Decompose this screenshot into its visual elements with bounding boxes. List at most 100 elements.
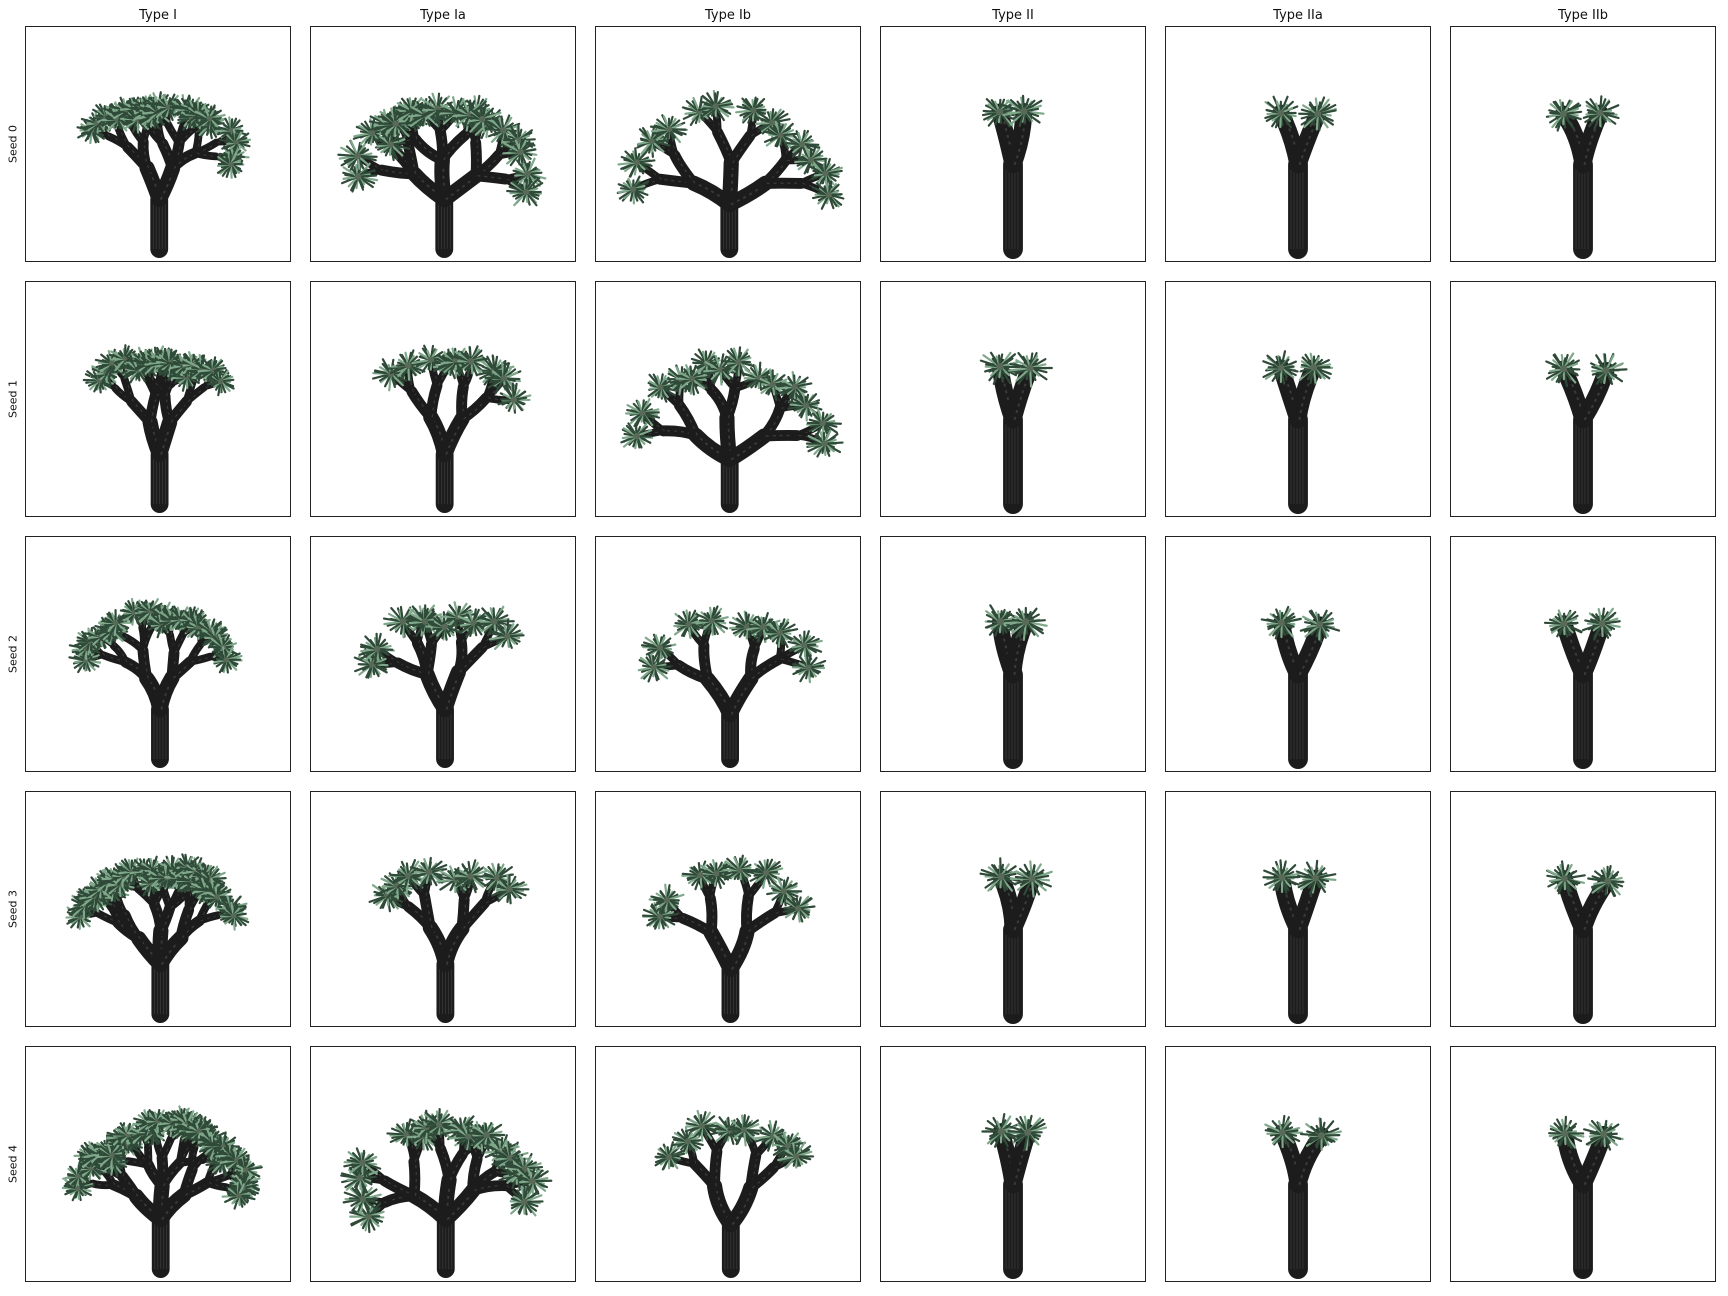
leaf-tuft: [1002, 94, 1045, 127]
tree-panel: [1450, 1046, 1716, 1282]
leaf-tuft: [1587, 865, 1625, 897]
leaf-tuft: [1260, 605, 1302, 640]
leaf-tuft: [1582, 95, 1620, 131]
leaf-tuft: [100, 609, 133, 637]
leaf-tuft: [637, 651, 672, 683]
leaf-tuft: [1299, 609, 1341, 644]
leaf-tuft: [721, 346, 755, 377]
leaf-tuft: [979, 351, 1021, 385]
leaf-tuft: [1008, 351, 1053, 388]
tree: [1543, 607, 1621, 770]
tree: [68, 597, 243, 769]
leaf-tuft: [411, 344, 448, 374]
leaf-tuft: [453, 859, 490, 894]
tree-panel: [880, 1046, 1146, 1282]
tree-illustration: [981, 1113, 1048, 1280]
tree-panel: [880, 791, 1146, 1027]
tree-panel: [1450, 26, 1716, 262]
tree-panel: [1450, 536, 1716, 772]
tree-illustration: [984, 604, 1048, 770]
tree-illustration: [1262, 350, 1334, 515]
tree-panel: [595, 281, 861, 517]
leaf-tuft: [675, 364, 710, 396]
tree-panel: [1165, 26, 1431, 262]
leaf-tuft: [1590, 352, 1628, 385]
tree-panel: [1450, 281, 1716, 517]
leaf-tuft: [703, 353, 739, 386]
leaf-tuft: [488, 618, 525, 650]
tree: [82, 344, 235, 514]
leaf-tuft: [648, 883, 685, 915]
leaf-tuft: [376, 106, 414, 142]
leaf-tuft: [979, 857, 1023, 892]
tree-panel: [1165, 281, 1431, 517]
tree: [65, 853, 250, 1024]
leaf-tuft: [695, 605, 729, 636]
tree-illustration: [1264, 1114, 1342, 1280]
row-label: Seed 2: [6, 635, 20, 673]
leaf-tuft: [388, 349, 427, 382]
tree: [637, 605, 827, 769]
leaf-tuft: [509, 1184, 544, 1217]
leaf-tuft: [490, 874, 530, 905]
tree-panel: [595, 26, 861, 262]
leaf-tuft: [62, 1162, 91, 1190]
leaf-tuft: [193, 104, 226, 133]
leaf-tuft: [794, 145, 828, 175]
leaf-tuft: [763, 120, 799, 150]
leaf-tuft: [647, 373, 679, 403]
leaf-tuft: [673, 609, 708, 640]
tree-panel: [25, 536, 291, 772]
tree-panel: [595, 791, 861, 1027]
tree-panel: [1165, 791, 1431, 1027]
tree-illustration: [1545, 352, 1628, 515]
tree-illustration: [337, 92, 547, 259]
leaf-tuft: [620, 422, 654, 450]
leaf-tuft: [777, 1141, 815, 1169]
leaf-tuft: [681, 95, 712, 127]
tree-illustration: [61, 1105, 263, 1279]
leaf-tuft: [775, 370, 813, 403]
tree: [979, 351, 1053, 515]
column-title: Type IIb: [1558, 8, 1608, 23]
leaf-tuft: [1545, 352, 1581, 388]
tree-illustration: [654, 1109, 815, 1279]
tree-illustration: [620, 346, 844, 514]
tree: [340, 1107, 553, 1279]
tree: [981, 94, 1045, 260]
tree-illustration: [1543, 607, 1621, 770]
leaf-tuft: [726, 1114, 762, 1147]
leaf-tuft: [343, 1147, 382, 1179]
tree: [1545, 95, 1620, 260]
leaf-tuft: [1545, 99, 1583, 132]
leaf-tuft: [625, 398, 661, 428]
tree-panel: [25, 281, 291, 517]
leaf-tuft: [698, 89, 735, 122]
leaf-tuft: [1264, 1114, 1304, 1149]
tree: [1545, 352, 1628, 515]
tree: [641, 854, 816, 1024]
leaf-tuft: [1299, 1117, 1342, 1151]
column-title: Type I: [139, 8, 177, 23]
leaf-tuft: [451, 345, 489, 378]
tree: [1548, 1115, 1624, 1280]
tree-panel: [25, 26, 291, 262]
row-label: Seed 4: [6, 1145, 20, 1183]
leaf-tuft: [811, 180, 845, 210]
row-label: Seed 0: [6, 125, 20, 163]
leaf-tuft: [766, 876, 803, 907]
tree-panel: [310, 281, 576, 517]
tree: [1264, 1114, 1342, 1280]
tree: [1546, 860, 1625, 1025]
leaf-tuft: [754, 108, 791, 139]
tree: [620, 346, 844, 514]
leaf-tuft: [221, 1181, 256, 1210]
tree: [1260, 605, 1341, 770]
leaf-tuft: [1262, 859, 1302, 894]
tree-panel: [1450, 791, 1716, 1027]
leaf-tuft: [1298, 96, 1337, 132]
leaf-tuft: [352, 118, 390, 146]
tree-panel: [25, 791, 291, 1027]
leaf-tuft: [616, 175, 650, 205]
